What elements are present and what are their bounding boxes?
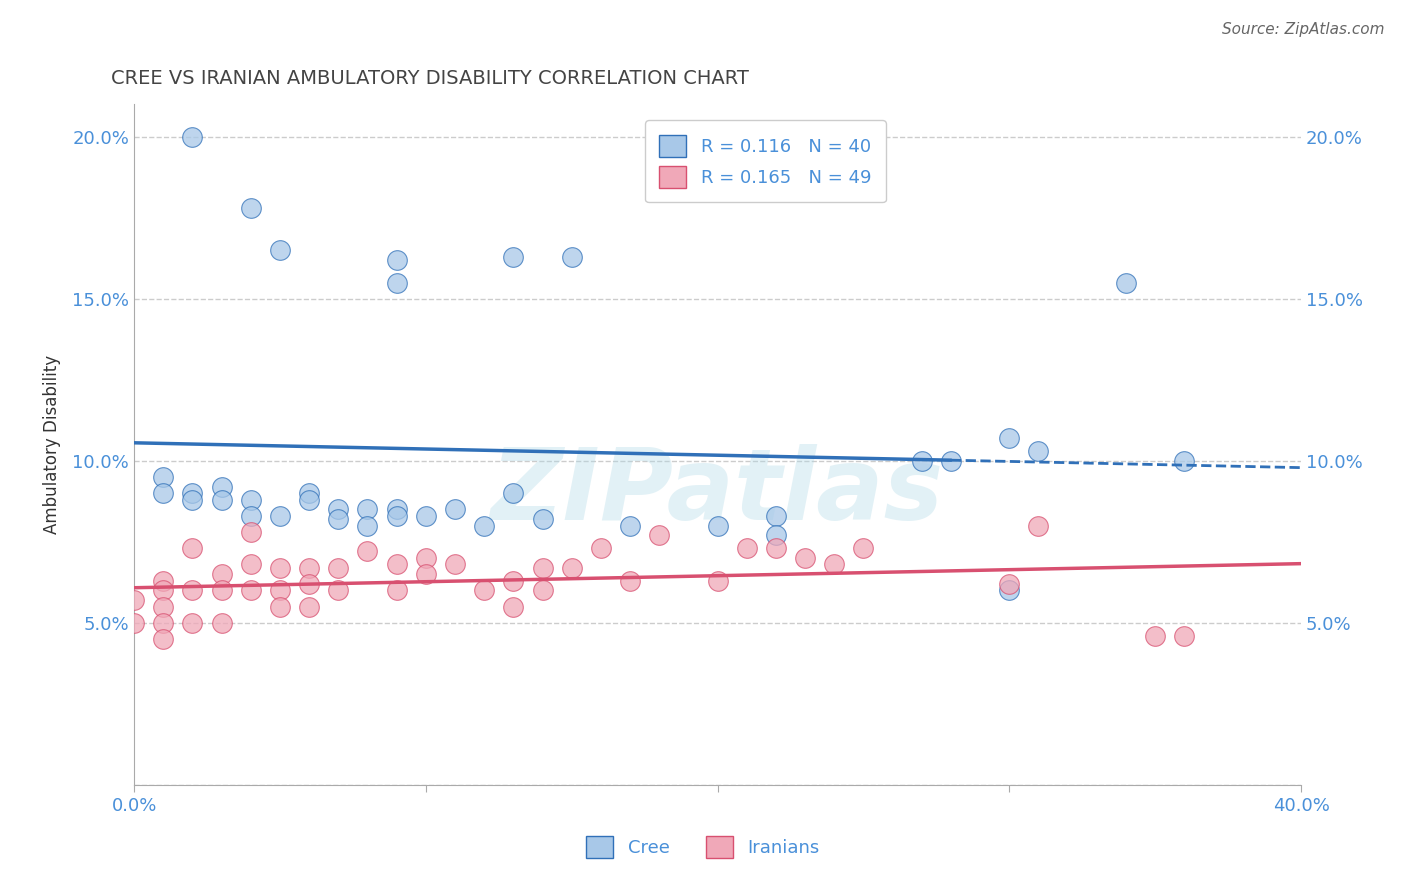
Point: [444, 502, 467, 516]
Point: [152, 583, 174, 598]
Point: [385, 508, 408, 523]
Point: [765, 528, 787, 542]
Legend: Cree, Iranians: Cree, Iranians: [579, 829, 827, 865]
Point: [211, 480, 233, 494]
Point: [385, 583, 408, 598]
Point: [298, 486, 321, 500]
Point: [269, 583, 291, 598]
Point: [211, 492, 233, 507]
Point: [765, 508, 787, 523]
Point: [152, 470, 174, 484]
Point: [181, 129, 204, 144]
Point: [269, 243, 291, 257]
Point: [939, 454, 962, 468]
Point: [239, 492, 262, 507]
Point: [328, 512, 350, 526]
Point: [298, 577, 321, 591]
Point: [181, 486, 204, 500]
Point: [328, 583, 350, 598]
Point: [211, 583, 233, 598]
Point: [1144, 629, 1167, 643]
Point: [122, 593, 145, 607]
Point: [356, 544, 378, 558]
Point: [152, 599, 174, 614]
Point: [1115, 276, 1137, 290]
Point: [356, 502, 378, 516]
Point: [502, 574, 524, 588]
Point: [472, 583, 495, 598]
Point: [444, 558, 467, 572]
Point: [531, 512, 554, 526]
Point: [239, 558, 262, 572]
Point: [561, 560, 583, 574]
Point: [181, 615, 204, 630]
Point: [385, 276, 408, 290]
Point: [269, 560, 291, 574]
Point: [502, 250, 524, 264]
Text: CREE VS IRANIAN AMBULATORY DISABILITY CORRELATION CHART: CREE VS IRANIAN AMBULATORY DISABILITY CO…: [111, 69, 748, 87]
Point: [794, 551, 817, 566]
Point: [502, 599, 524, 614]
Point: [181, 492, 204, 507]
Point: [531, 583, 554, 598]
Point: [1173, 454, 1195, 468]
Point: [619, 574, 641, 588]
Point: [122, 615, 145, 630]
Point: [648, 528, 671, 542]
Point: [531, 560, 554, 574]
Point: [1173, 629, 1195, 643]
Point: [239, 508, 262, 523]
Point: [561, 250, 583, 264]
Point: [211, 615, 233, 630]
Point: [328, 502, 350, 516]
Point: [998, 577, 1021, 591]
Point: [181, 583, 204, 598]
Y-axis label: Ambulatory Disability: Ambulatory Disability: [44, 355, 60, 534]
Point: [998, 583, 1021, 598]
Point: [823, 558, 845, 572]
Point: [328, 560, 350, 574]
Point: [152, 486, 174, 500]
Point: [269, 599, 291, 614]
Point: [239, 201, 262, 215]
Point: [298, 492, 321, 507]
Point: [152, 632, 174, 646]
Point: [269, 508, 291, 523]
Legend: R = 0.116   N = 40, R = 0.165   N = 49: R = 0.116 N = 40, R = 0.165 N = 49: [645, 120, 886, 202]
Point: [735, 541, 758, 556]
Point: [298, 599, 321, 614]
Point: [415, 551, 437, 566]
Text: Source: ZipAtlas.com: Source: ZipAtlas.com: [1222, 22, 1385, 37]
Point: [211, 567, 233, 582]
Point: [385, 558, 408, 572]
Point: [385, 252, 408, 267]
Point: [152, 615, 174, 630]
Point: [415, 508, 437, 523]
Point: [502, 486, 524, 500]
Point: [415, 567, 437, 582]
Text: ZIPatlas: ZIPatlas: [491, 443, 943, 541]
Point: [765, 541, 787, 556]
Point: [706, 518, 728, 533]
Point: [181, 541, 204, 556]
Point: [1028, 444, 1050, 458]
Point: [152, 574, 174, 588]
Point: [385, 502, 408, 516]
Point: [356, 518, 378, 533]
Point: [619, 518, 641, 533]
Point: [1028, 518, 1050, 533]
Point: [239, 524, 262, 539]
Point: [706, 574, 728, 588]
Point: [472, 518, 495, 533]
Point: [852, 541, 875, 556]
Point: [998, 431, 1021, 445]
Point: [239, 583, 262, 598]
Point: [589, 541, 612, 556]
Point: [298, 560, 321, 574]
Point: [911, 454, 934, 468]
